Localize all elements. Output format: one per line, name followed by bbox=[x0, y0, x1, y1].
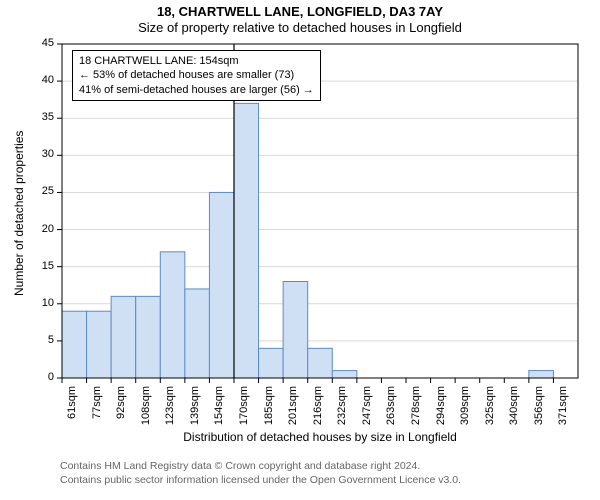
y-tick-label: 0 bbox=[30, 371, 54, 383]
y-tick-label: 5 bbox=[30, 334, 54, 346]
y-tick-label: 15 bbox=[30, 260, 54, 272]
y-tick-label: 20 bbox=[30, 223, 54, 235]
annotation-line2: ← 53% of detached houses are smaller (73… bbox=[79, 68, 314, 82]
y-tick-label: 10 bbox=[30, 297, 54, 309]
footer-line2: Contains public sector information licen… bbox=[60, 474, 461, 486]
y-tick-label: 35 bbox=[30, 111, 54, 123]
annotation-box: 18 CHARTWELL LANE: 154sqm ← 53% of detac… bbox=[72, 50, 321, 101]
y-tick-label: 30 bbox=[30, 148, 54, 160]
x-axis-label: Distribution of detached houses by size … bbox=[62, 430, 578, 444]
footer-line1: Contains HM Land Registry data © Crown c… bbox=[60, 460, 420, 472]
y-tick-label: 45 bbox=[30, 37, 54, 49]
y-tick-label: 40 bbox=[30, 74, 54, 86]
annotation-line3: 41% of semi-detached houses are larger (… bbox=[79, 83, 314, 97]
annotation-line1: 18 CHARTWELL LANE: 154sqm bbox=[79, 54, 314, 68]
y-tick-label: 25 bbox=[30, 185, 54, 197]
